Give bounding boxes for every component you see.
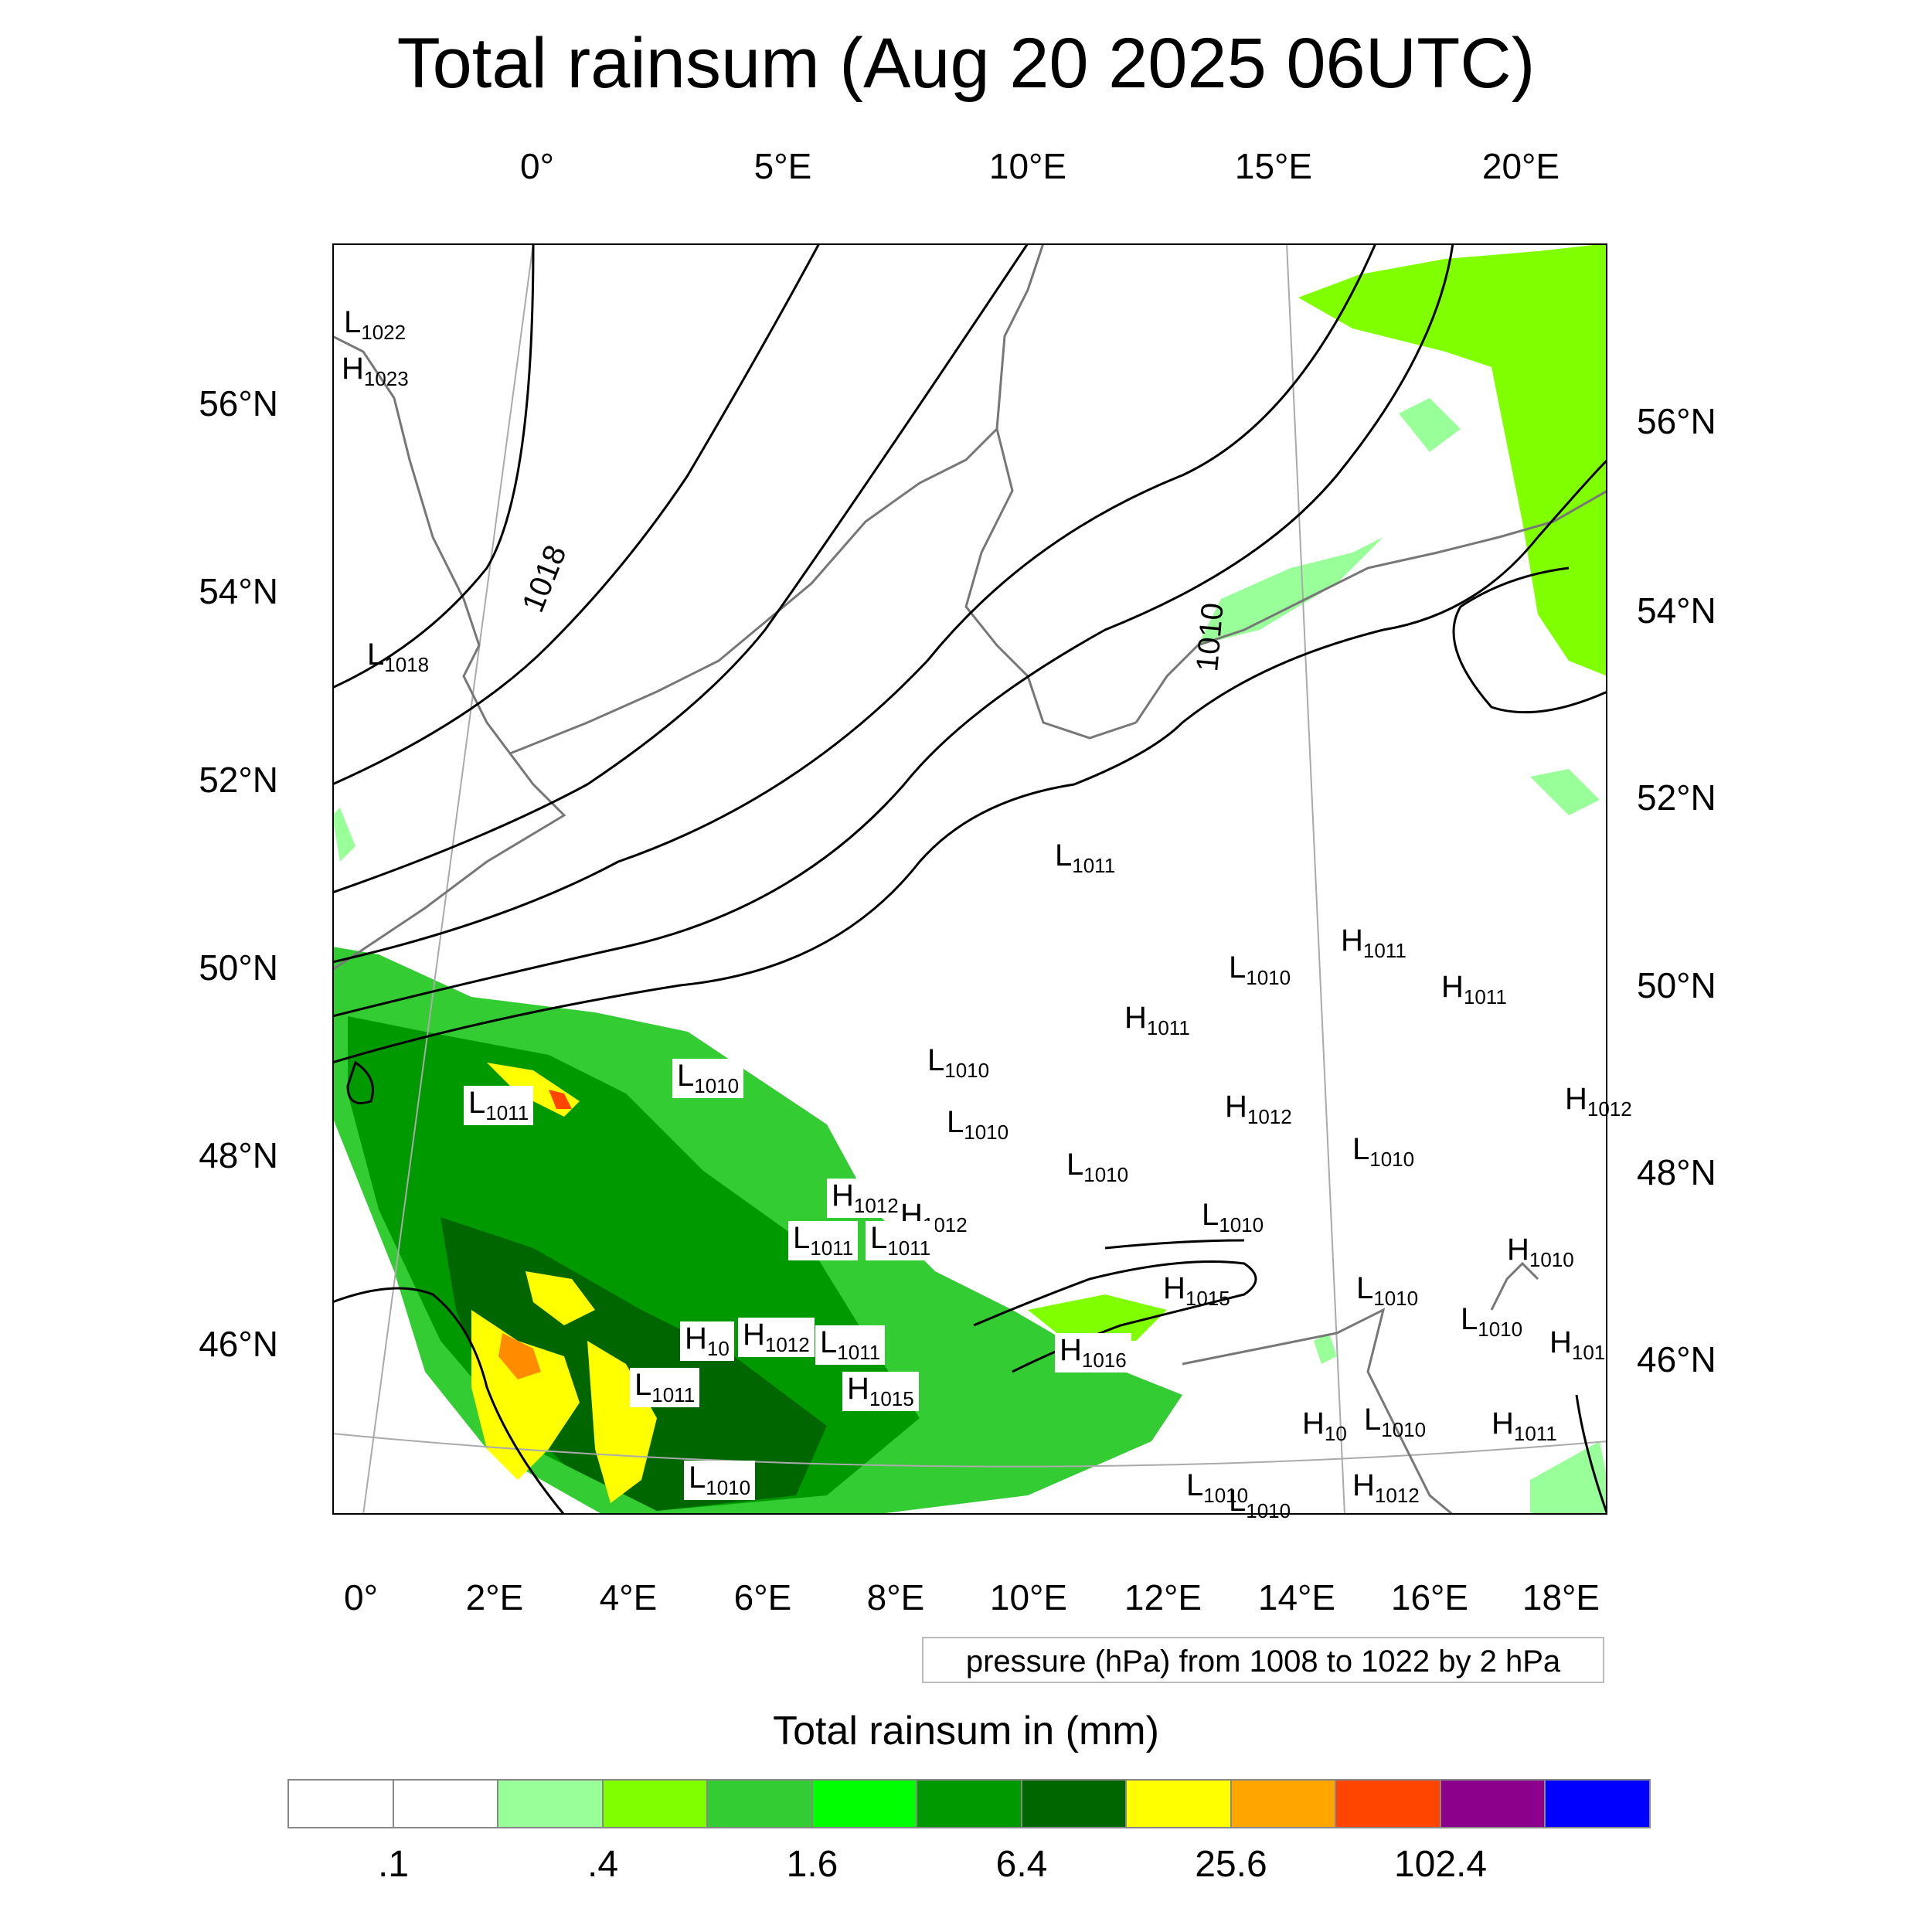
pressure-center-label: L1011 [866, 1221, 936, 1260]
top-lon-label: 15°E [1234, 146, 1313, 186]
pressure-center-label: H1015 [1163, 1271, 1230, 1310]
graticule [332, 243, 1607, 1515]
left-lat-label: 56°N [199, 383, 278, 423]
pressure-center-label: L1010 [1066, 1148, 1129, 1186]
colorbar-box [289, 1781, 394, 1827]
isobars [332, 243, 1607, 1515]
pressure-center-label: L1011 [1055, 838, 1116, 877]
colorbar-box [917, 1781, 1022, 1827]
left-lat-label: 50°N [199, 947, 278, 988]
pressure-contour-note: pressure (hPa) from 1008 to 1022 by 2 hP… [922, 1637, 1604, 1683]
map-panel: 1018 1010 L1022 H1023 L1018 L1011 H1011 … [332, 243, 1632, 1522]
bottom-lon-label: 16°E [1390, 1577, 1469, 1617]
bottom-lon-label: 12°E [1124, 1577, 1202, 1617]
right-lat-label: 46°N [1637, 1339, 1716, 1379]
pressure-center-label: L1010 [1461, 1302, 1523, 1341]
bottom-lon-label: 4°E [599, 1577, 658, 1617]
contour-labels: 1018 1010 [516, 540, 1230, 672]
pressure-center-label: L1010 [684, 1461, 756, 1500]
coastline [332, 243, 1607, 1515]
pressure-center-label: L1010 [1229, 951, 1291, 989]
pressure-center-label: H1016 [1055, 1333, 1131, 1372]
bottom-lon-label: 2°E [465, 1577, 524, 1617]
bottom-lon-label: 6°E [733, 1577, 792, 1617]
colorbar-box [1022, 1781, 1128, 1827]
colorbar-title: Total rainsum in (mm) [773, 1709, 1159, 1753]
pressure-center-label: H1015 [842, 1372, 919, 1411]
right-lat-label: 50°N [1637, 965, 1716, 1005]
left-lat-label: 54°N [199, 571, 278, 611]
colorbar [287, 1779, 1651, 1828]
bottom-lon-label: 14°E [1257, 1577, 1336, 1617]
left-lat-label: 46°N [199, 1324, 278, 1364]
pressure-center-label: L1010 [927, 1043, 990, 1082]
pressure-center-label: H1011 [1492, 1406, 1557, 1445]
pressure-center-label: L1022 [344, 305, 406, 344]
pressure-center-label: L1018 [367, 638, 430, 676]
colorbar-box [603, 1781, 709, 1827]
left-lat-label: 52°N [199, 760, 278, 800]
top-lon-label: 5°E [753, 146, 812, 186]
colorbar-box [1440, 1781, 1546, 1827]
map-border [332, 243, 1607, 1515]
pressure-center-label: H1023 [342, 352, 409, 390]
right-lat-label: 54°N [1637, 590, 1716, 631]
bottom-lon-label: 0° [344, 1577, 378, 1617]
pressure-center-label: H1012 [1225, 1090, 1292, 1128]
colorbar-tick-label: 102.4 [1393, 1844, 1488, 1885]
colorbar-box [708, 1781, 813, 1827]
pressure-center-label: H10 [1302, 1406, 1347, 1445]
bottom-lon-label: 10°E [989, 1577, 1068, 1617]
pressure-center-label: H1010 [1507, 1233, 1574, 1271]
pressure-center-label: L1010 [672, 1059, 744, 1098]
pressure-center-label: L1010 [1202, 1198, 1264, 1236]
pressure-center-label: H1011 [1124, 1001, 1190, 1039]
top-lon-label: 10°E [988, 146, 1067, 186]
colorbar-tick-label: 1.6 [786, 1844, 838, 1885]
colorbar-tick-label: .4 [587, 1844, 619, 1885]
contour-label-1018: 1018 [516, 540, 573, 617]
pressure-center-label: L1010 [1356, 1271, 1419, 1310]
colorbar-box [1336, 1781, 1441, 1827]
pressure-center-label: L1011 [815, 1325, 886, 1365]
colorbar-box [498, 1781, 604, 1827]
right-lat-label: 56°N [1637, 401, 1716, 441]
pressure-center-label: H1012 [738, 1318, 815, 1357]
pressure-center-label: L1010 [1186, 1468, 1249, 1507]
colorbar-tick-label: 25.6 [1195, 1844, 1267, 1885]
colorbar-box [1231, 1781, 1337, 1827]
right-lat-label: 52°N [1637, 777, 1716, 818]
map-canvas: 1018 1010 [332, 243, 1607, 1515]
pressure-center-label: L1010 [1364, 1403, 1427, 1441]
right-lat-label: 48°N [1637, 1152, 1716, 1192]
left-lat-label: 48°N [199, 1135, 278, 1175]
pressure-center-label: H1011 [1441, 970, 1507, 1009]
contour-label-1010: 1010 [1190, 601, 1230, 672]
pressure-center-label: H1011 [1341, 923, 1406, 962]
top-lon-label: 0° [520, 146, 554, 186]
colorbar-box [1127, 1781, 1232, 1827]
pressure-center-label: H1012 [827, 1179, 903, 1218]
colorbar-tick-label: .1 [377, 1844, 410, 1885]
pressure-center-label: H1012 [1352, 1468, 1420, 1507]
pressure-center-label: L1011 [788, 1221, 859, 1260]
colorbar-box [812, 1781, 918, 1827]
pressure-center-label: L1010 [947, 1105, 1009, 1144]
colorbar-box [393, 1781, 499, 1827]
rainfall-field [332, 243, 1607, 1515]
pressure-center-label: L1011 [630, 1368, 700, 1407]
pressure-center-label: H1012 [1565, 1082, 1632, 1121]
top-lon-label: 20°E [1481, 146, 1560, 186]
bottom-lon-label: 8°E [866, 1577, 925, 1617]
colorbar-box [1546, 1781, 1649, 1827]
map-title: Total rainsum (Aug 20 2025 06UTC) [396, 24, 1536, 103]
pressure-center-label: H101 [1549, 1325, 1606, 1364]
pressure-center-label: L1010 [1229, 1484, 1291, 1522]
pressure-center-label: L1010 [1352, 1132, 1415, 1171]
pressure-center-label: L1011 [464, 1086, 534, 1125]
pressure-center-label: H10 [680, 1321, 734, 1361]
colorbar-tick-label: 6.4 [995, 1844, 1048, 1885]
bottom-lon-label: 18°E [1522, 1577, 1600, 1617]
